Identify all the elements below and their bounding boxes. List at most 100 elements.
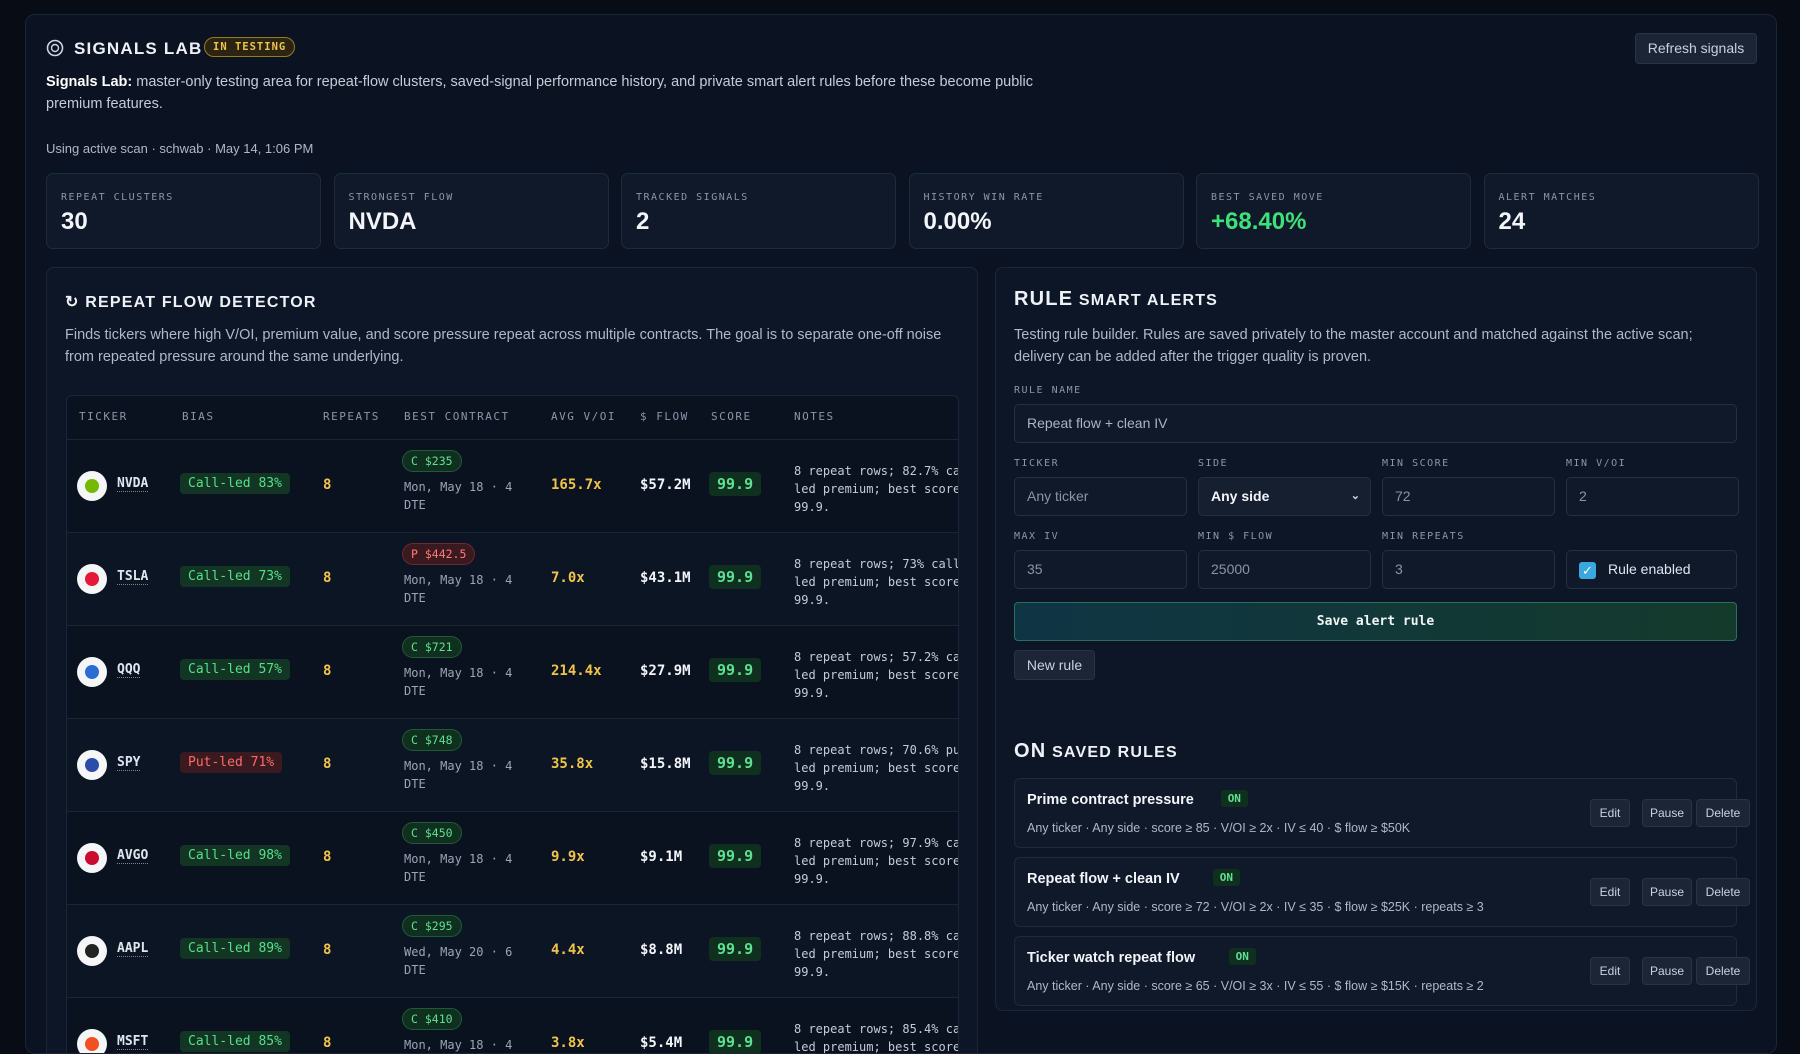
flow: $5.4M: [640, 1035, 683, 1051]
enabled-checkbox[interactable]: ✓ Rule enabled: [1566, 550, 1737, 589]
rule-action[interactable]: Delete: [1696, 878, 1750, 906]
intro-lead: Signals Lab:: [46, 74, 133, 90]
score: 99.9: [709, 472, 762, 496]
ticker: NVDA: [117, 476, 149, 492]
rule-status: ON: [1220, 790, 1248, 807]
field-input[interactable]: 25000: [1198, 550, 1371, 589]
detector-description: Finds tickers where high V/OI, premium v…: [65, 327, 942, 365]
avg-voi: 35.8x: [551, 756, 594, 772]
ticker-icon-mark: [85, 479, 99, 493]
ticker: SPY: [117, 755, 141, 771]
field-label: RULE NAME: [1014, 385, 1082, 396]
score: 99.9: [709, 658, 762, 682]
field-label: TICKER: [1014, 458, 1060, 469]
page: SIGNALS LAB IN TESTING Refresh signals S…: [25, 14, 1777, 1054]
table-row: MSFT Call-led 85% 8 C $410 Mon, May 18 · 4 D…: [67, 997, 958, 1053]
flow: $15.8M: [640, 756, 691, 772]
bias: Call-led 57%: [180, 659, 290, 680]
field-input[interactable]: 35: [1014, 550, 1187, 589]
stat-card: REPEAT CLUSTERS 30: [46, 173, 321, 249]
column-header: $ FLOW: [640, 410, 689, 423]
rule-action[interactable]: Pause: [1642, 878, 1692, 906]
stat-value: 2: [636, 208, 650, 235]
field-input[interactable]: Any ticker: [1014, 477, 1187, 516]
stat-card: STRONGEST FLOW NVDA: [333, 173, 609, 249]
notes: 8 repeat rows; 73% call-led premium; bes…: [794, 557, 959, 607]
rule-action[interactable]: Edit: [1590, 878, 1630, 906]
bias: Call-led 89%: [180, 938, 290, 959]
save-button[interactable]: Save alert rule: [1014, 602, 1737, 641]
score: 99.9: [709, 937, 762, 961]
stat-card: HISTORY WIN RATE 0.00%: [908, 173, 1184, 249]
repeats: 8: [323, 756, 332, 772]
alerts-title-text: SMART ALERTS: [1078, 292, 1219, 309]
contract: C $748: [402, 729, 462, 751]
ticker-icon-mark: [85, 572, 99, 586]
column-header: TICKER: [79, 410, 128, 423]
stat-value: 30: [61, 208, 88, 235]
score: 99.9: [709, 1030, 762, 1053]
saved-icon: ON: [1014, 740, 1047, 762]
rule-name: Repeat flow + clean IV: [1027, 871, 1180, 887]
table-row: AAPL Call-led 89% 8 C $295 Wed, May 20 · 6 D…: [67, 904, 958, 997]
expiry: Mon, May 18 · 4 DTE: [404, 852, 513, 884]
expiry: Mon, May 18 · 4 DTE: [404, 1038, 513, 1052]
repeats: 8: [323, 942, 332, 958]
select-caret: ⌄: [1350, 490, 1360, 502]
notes: 8 repeat rows; 82.7% call-led premium; b…: [794, 464, 959, 514]
field-label: MIN V/OI: [1566, 458, 1627, 469]
stat-value: NVDA: [348, 208, 417, 235]
table-row: QQQ Call-led 57% 8 C $721 Mon, May 18 · 4 DT…: [67, 625, 959, 718]
repeats: 8: [323, 663, 332, 679]
expiry: Mon, May 18 · 4 DTE: [404, 573, 513, 605]
stat-label: STRONGEST FLOW: [348, 192, 454, 203]
alerts-title: RULE SMART ALERTS: [1014, 288, 1218, 311]
ticker-icon-mark: [85, 851, 99, 865]
stat-label: REPEAT CLUSTERS: [61, 192, 174, 203]
rule-status: ON: [1228, 948, 1256, 965]
stat-card: BEST SAVED MOVE +68.40%: [1196, 173, 1471, 249]
new-rule-button[interactable]: New rule: [1014, 650, 1095, 680]
stat-card: ALERT MATCHES 24: [1483, 173, 1759, 249]
enabled-label: Rule enabled: [1608, 561, 1691, 577]
repeats: 8: [323, 477, 332, 493]
ticker-icon: [77, 936, 107, 966]
flow: $8.8M: [640, 942, 683, 958]
saved-title: ON SAVED RULES: [1014, 740, 1178, 763]
signals-lab: SIGNALS LAB IN TESTING Refresh signals S…: [25, 14, 1777, 1054]
contract: C $235: [402, 450, 462, 472]
stat-value: 24: [1498, 208, 1526, 235]
saved-rule: Ticker watch repeat flow ON Any ticker · A…: [1014, 936, 1750, 1006]
rule-action[interactable]: Edit: [1590, 957, 1630, 985]
table-row: TSLA Call-led 73% 8 P $442.5 Mon, May 18 · 4…: [67, 532, 959, 625]
alerts-description: Testing rule builder. Rules are saved pr…: [1014, 327, 1693, 365]
stat-value: 0.00%: [923, 208, 992, 235]
avg-voi: 3.8x: [551, 1035, 585, 1051]
detector-title-text: REPEAT FLOW DETECTOR: [85, 294, 317, 311]
field-input[interactable]: 2: [1566, 477, 1739, 516]
rule-name-input[interactable]: Repeat flow + clean IV: [1014, 404, 1737, 443]
saved-title-text: SAVED RULES: [1052, 744, 1178, 761]
rule-action[interactable]: Pause: [1642, 957, 1692, 985]
rule-action[interactable]: Delete: [1696, 799, 1750, 827]
stat-value: +68.40%: [1211, 208, 1307, 235]
flow: $43.1M: [640, 570, 691, 586]
rule-action[interactable]: Pause: [1642, 799, 1692, 827]
field-input[interactable]: 72: [1382, 477, 1555, 516]
table-row: AVGO Call-led 98% 8 C $450 Mon, May 18 · 4 D…: [67, 811, 958, 904]
notes: 8 repeat rows; 57.2% call-led premium; b…: [794, 650, 959, 700]
rule-action[interactable]: Edit: [1590, 799, 1630, 827]
field-input[interactable]: 3: [1382, 550, 1555, 589]
expiry: Mon, May 18 · 4 DTE: [404, 666, 513, 698]
avg-voi: 4.4x: [551, 942, 585, 958]
table-row: NVDA Call-led 83% 8 C $235 Mon, May 18 · 4 D…: [67, 439, 959, 532]
refresh-button[interactable]: Refresh signals: [1635, 33, 1757, 64]
stat-label: TRACKED SIGNALS: [636, 192, 749, 203]
avg-voi: 9.9x: [551, 849, 585, 865]
rule-action[interactable]: Delete: [1696, 957, 1750, 985]
field-input[interactable]: Any side ⌄: [1198, 477, 1371, 516]
rule-details: Any ticker · Any side · score ≥ 85 · V/O…: [1027, 821, 1411, 835]
saved-rule: Prime contract pressure ON Any ticker · An…: [1014, 778, 1750, 848]
status-badge: IN TESTING: [204, 37, 296, 57]
bias: Call-led 98%: [180, 845, 290, 866]
